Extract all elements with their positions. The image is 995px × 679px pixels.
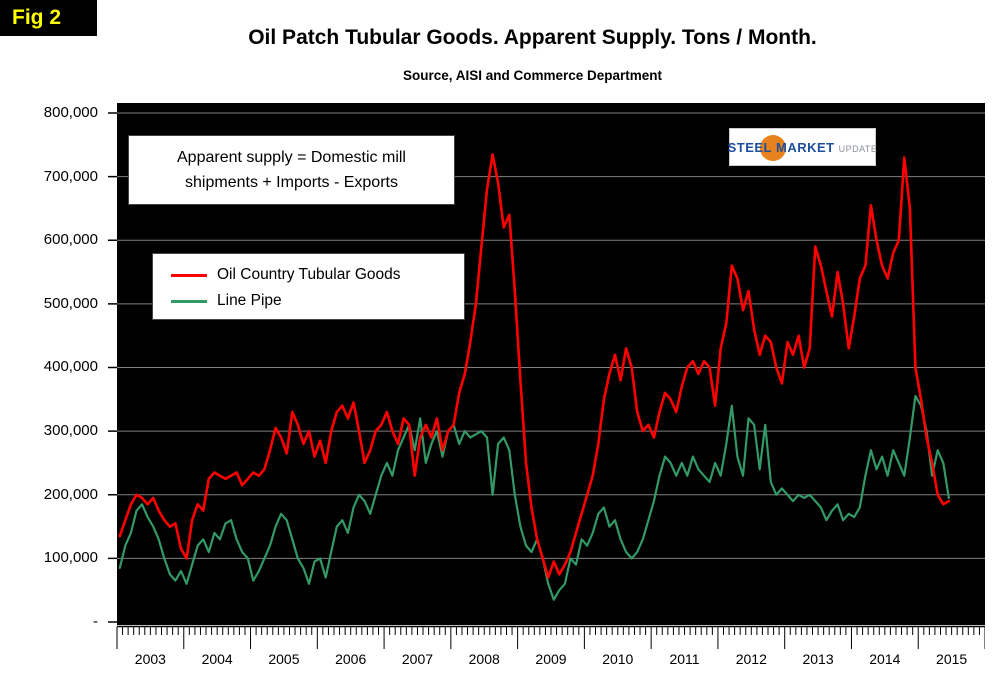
year-label: 2009 bbox=[535, 651, 567, 667]
y-axis-label: 700,000 bbox=[43, 168, 98, 185]
annotation-line-1: Apparent supply = Domestic mill bbox=[177, 149, 406, 166]
legend-item-octg: Oil Country Tubular Goods bbox=[171, 262, 464, 288]
legend-label-octg: Oil Country Tubular Goods bbox=[217, 266, 401, 283]
series-line bbox=[118, 153, 951, 579]
y-axis-label: 300,000 bbox=[43, 422, 98, 439]
smu-logo-market: MARKET bbox=[775, 140, 835, 155]
year-label: 2004 bbox=[201, 651, 233, 667]
y-axis-label: 100,000 bbox=[43, 549, 98, 566]
year-label: 2007 bbox=[401, 651, 434, 667]
year-label: 2006 bbox=[335, 651, 367, 667]
y-axis-label: 600,000 bbox=[43, 231, 98, 248]
year-label: 2015 bbox=[936, 651, 968, 667]
year-label: 2010 bbox=[602, 651, 634, 667]
annotation-line-2: shipments + Imports - Exports bbox=[185, 174, 398, 191]
figure-label: Fig 2 bbox=[0, 0, 97, 36]
x-axis: 2003 2004 2005 2006 2007 2008 2009 2010 2011 2012… bbox=[107, 625, 985, 677]
annotation-box: Apparent supply = Domestic mill shipment… bbox=[128, 135, 455, 205]
y-axis-label: 500,000 bbox=[43, 295, 98, 312]
legend-item-line-pipe: Line Pipe bbox=[171, 288, 464, 314]
x-axis-ticks-svg bbox=[116, 625, 985, 649]
year-label: 2011 bbox=[669, 651, 700, 667]
legend-label-line-pipe: Line Pipe bbox=[217, 292, 282, 309]
chart-title: Oil Patch Tubular Goods. Apparent Supply… bbox=[248, 26, 817, 49]
smu-logo-text: STEEL MARKET UPDATE bbox=[727, 129, 878, 155]
smu-logo: STEEL MARKET UPDATE bbox=[727, 128, 878, 166]
orange-circle-icon bbox=[760, 135, 786, 161]
y-axis-label: 200,000 bbox=[43, 486, 98, 503]
year-label: 2005 bbox=[268, 651, 300, 667]
octg-line-swatch-icon bbox=[171, 273, 207, 277]
y-axis-label: 400,000 bbox=[43, 358, 98, 375]
legend: Oil Country Tubular Goods Line Pipe bbox=[152, 253, 465, 320]
y-axis-label: 800,000 bbox=[43, 104, 98, 121]
line-pipe-swatch-icon bbox=[171, 299, 207, 303]
year-label: 2008 bbox=[468, 651, 500, 667]
year-label: 2014 bbox=[869, 651, 901, 667]
series-line bbox=[118, 395, 950, 601]
year-label: 2003 bbox=[134, 651, 166, 667]
chart-subtitle: Source, AISI and Commerce Department bbox=[402, 68, 663, 83]
year-label: 2012 bbox=[735, 651, 767, 667]
smu-logo-steel: STEEL bbox=[727, 140, 772, 155]
smu-logo-update: UPDATE bbox=[838, 144, 878, 154]
y-axis-label: - bbox=[93, 613, 98, 630]
year-label: 2013 bbox=[802, 651, 834, 667]
